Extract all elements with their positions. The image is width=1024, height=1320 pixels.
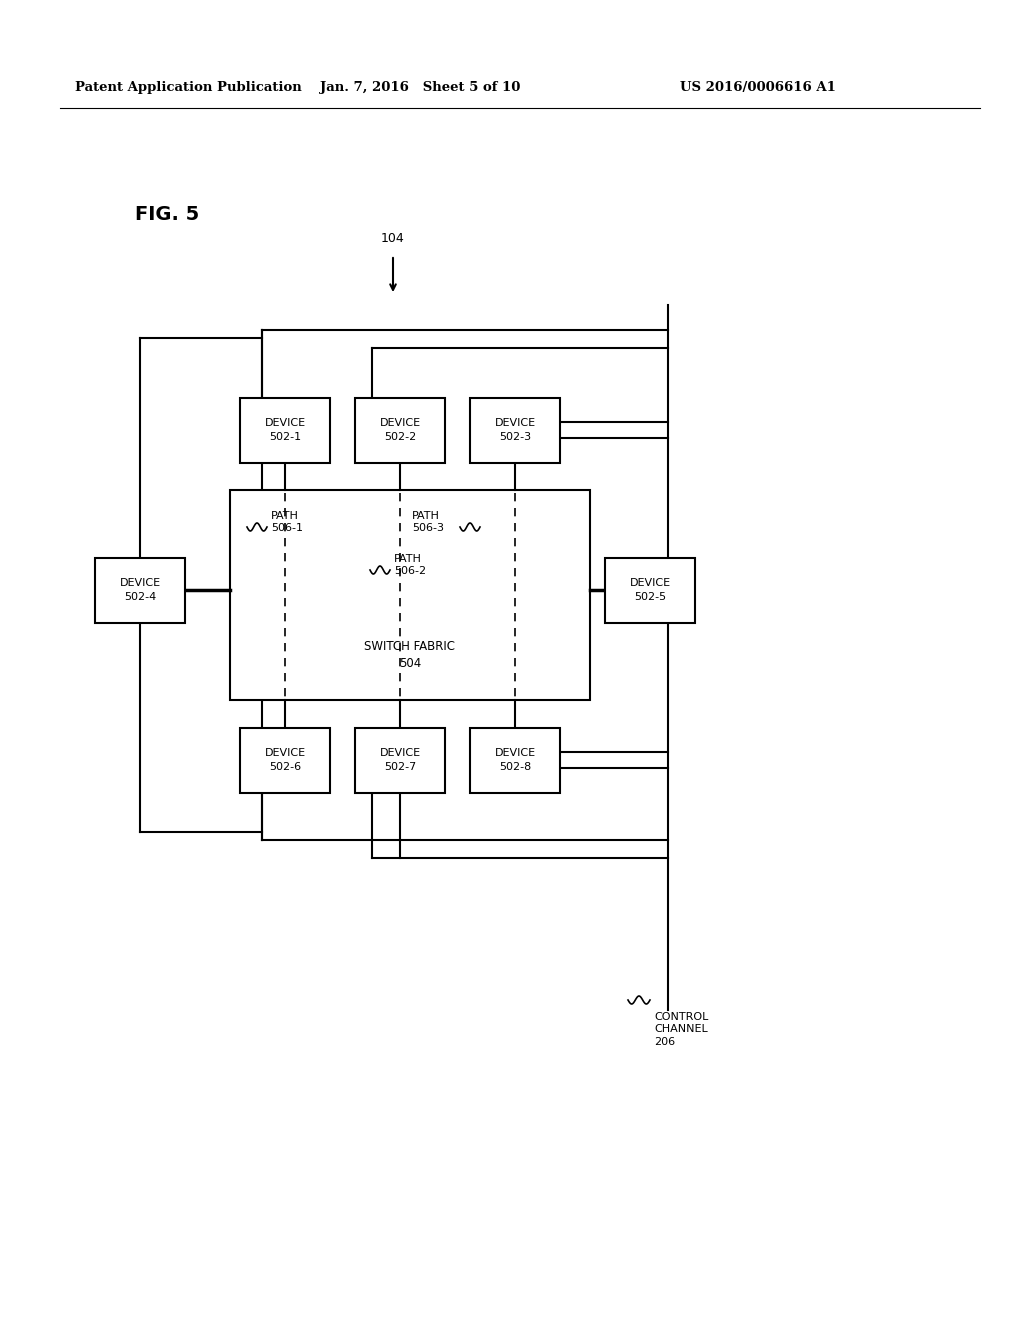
Bar — [470, 399, 560, 463]
Text: DEVICE
502-8: DEVICE 502-8 — [495, 748, 536, 772]
Text: CONTROL
CHANNEL
206: CONTROL CHANNEL 206 — [654, 1012, 709, 1047]
Text: DEVICE
502-4: DEVICE 502-4 — [120, 578, 161, 602]
Text: US 2016/0006616 A1: US 2016/0006616 A1 — [680, 82, 836, 95]
Text: DEVICE
502-7: DEVICE 502-7 — [380, 748, 421, 772]
Text: Jan. 7, 2016   Sheet 5 of 10: Jan. 7, 2016 Sheet 5 of 10 — [319, 82, 520, 95]
Bar — [230, 490, 590, 700]
Text: DEVICE
502-5: DEVICE 502-5 — [630, 578, 671, 602]
Text: PATH
506-2: PATH 506-2 — [394, 554, 426, 577]
Bar — [355, 399, 445, 463]
Text: DEVICE
502-3: DEVICE 502-3 — [495, 418, 536, 442]
Text: FIG. 5: FIG. 5 — [135, 206, 200, 224]
Text: DEVICE
502-1: DEVICE 502-1 — [264, 418, 305, 442]
Text: Patent Application Publication: Patent Application Publication — [75, 82, 302, 95]
Bar — [355, 729, 445, 793]
Bar — [95, 558, 185, 623]
Bar — [470, 729, 560, 793]
Text: PATH
506-3: PATH 506-3 — [412, 511, 444, 533]
Bar — [240, 729, 330, 793]
Text: 104: 104 — [381, 232, 404, 246]
Text: SWITCH FABRIC
504: SWITCH FABRIC 504 — [365, 640, 456, 671]
Text: PATH
506-1: PATH 506-1 — [271, 511, 303, 533]
Bar — [240, 399, 330, 463]
Text: DEVICE
502-6: DEVICE 502-6 — [264, 748, 305, 772]
Text: DEVICE
502-2: DEVICE 502-2 — [380, 418, 421, 442]
Bar — [605, 558, 695, 623]
